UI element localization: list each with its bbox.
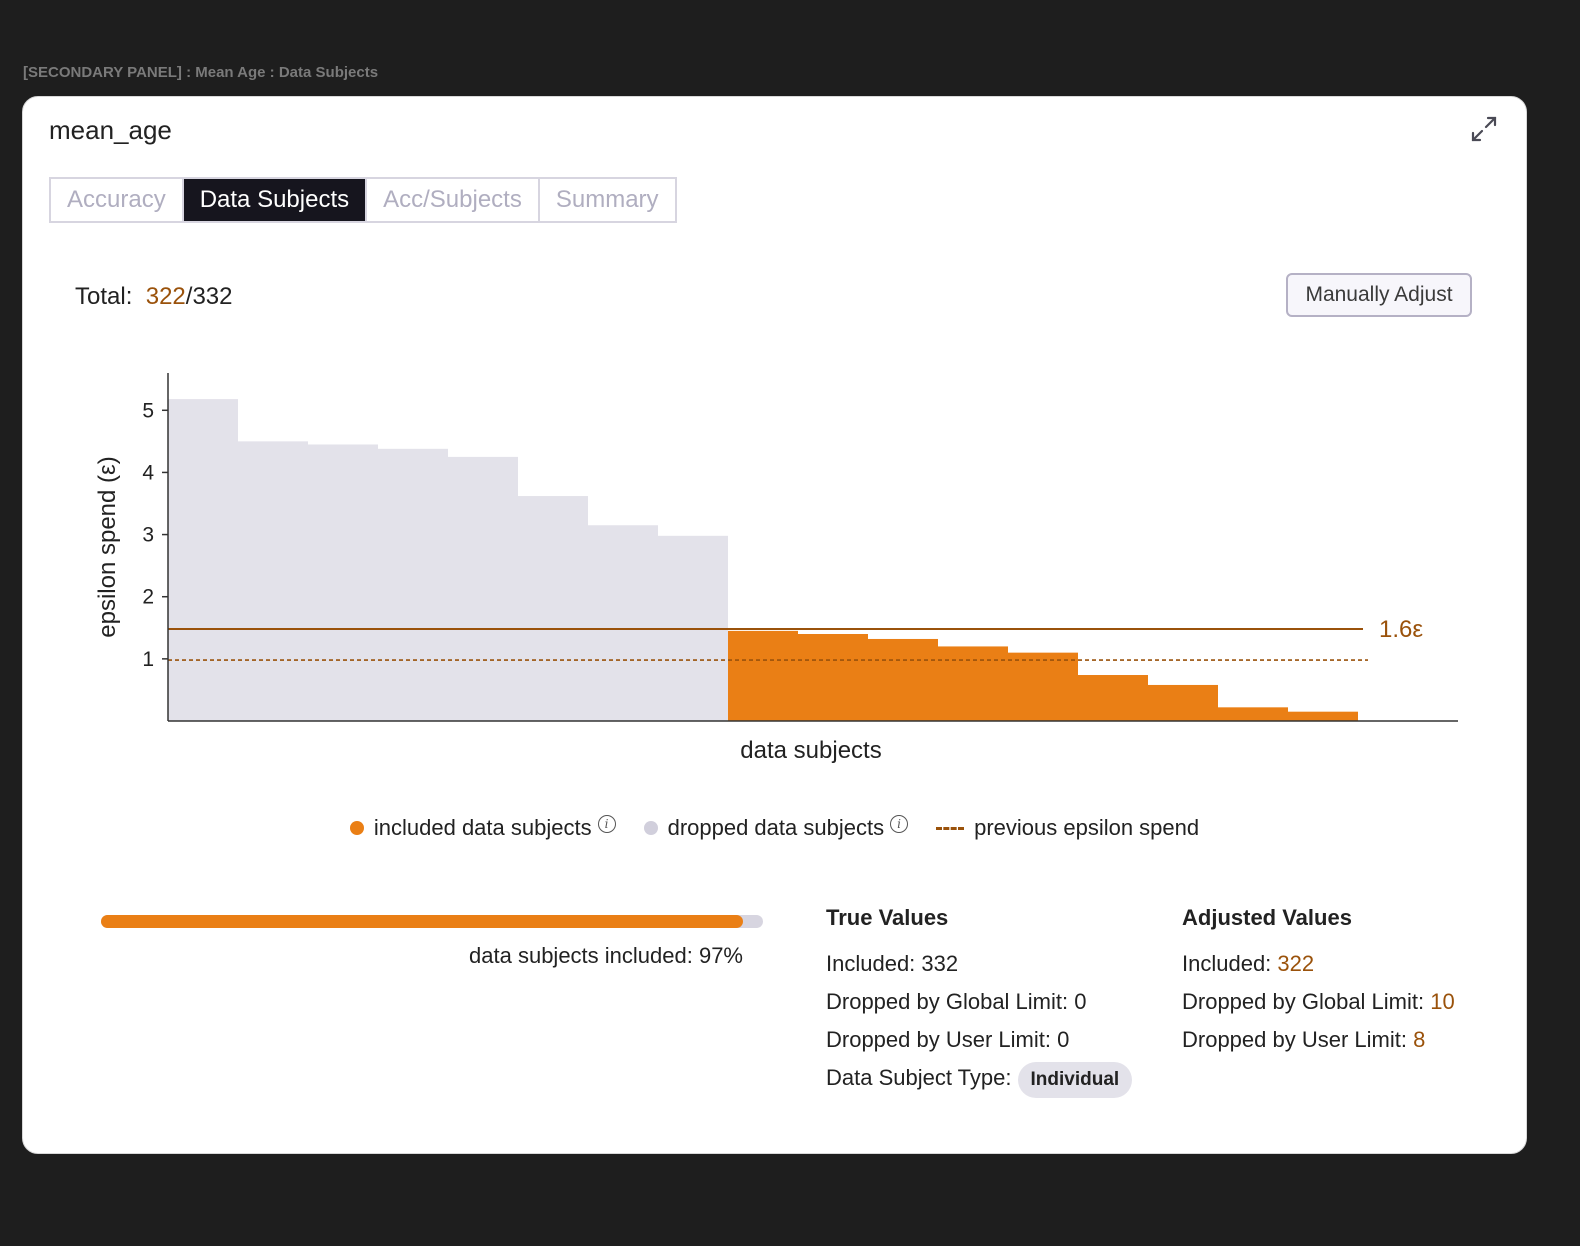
data-subject-type-row: Data Subject Type: Individual [826,1059,1133,1098]
adjusted-values-heading: Adjusted Values [1182,905,1352,930]
adj-included-row: Included: 322 [1182,951,1315,976]
inclusion-progress-bar [101,915,763,928]
dropped-bar [168,399,238,721]
true-values-heading: True Values [826,905,949,930]
tab-accuracy[interactable]: Accuracy [51,179,184,221]
y-tick-label: 4 [142,461,154,484]
dropped-bar [378,448,448,721]
adjusted-values-panel: Adjusted Values Included: 322 Dropped by… [1182,905,1455,1059]
legend-dropped: dropped data subjects i [643,815,909,841]
dropped-bar [238,441,308,721]
epsilon-chart: 1.6ε 1 2 3 4 5 epsilon spend (ε) data subjec… [94,373,1458,764]
y-ticks: 1 2 3 4 5 [142,399,168,671]
included-dot-icon [349,821,364,835]
limit-line-label: 1.6ε [1379,616,1423,643]
chart-legend: included data subjects i dropped data su… [23,815,1526,841]
tab-data-subjects[interactable]: Data Subjects [183,179,368,221]
true-user-value: 0 [1057,1027,1070,1052]
tab-bar: Accuracy Data Subjects Acc/Subjects Summ… [49,177,677,223]
info-icon[interactable]: i [597,815,616,833]
dropped-bars [168,399,728,721]
included-bar [1218,707,1288,721]
y-tick-label: 5 [142,399,154,422]
legend-previous: previous epsilon spend [936,815,1199,841]
total-included: 322 [145,283,186,310]
true-included-value: 332 [921,951,959,976]
legend-dropped-label: dropped data subjects [667,815,885,840]
dropped-bar [308,444,378,721]
progress-label: data subjects included: 97% [469,943,743,968]
included-bar [938,646,1008,721]
y-tick-label: 2 [142,586,154,609]
included-bars [728,630,1358,721]
manually-adjust-button[interactable]: Manually Adjust [1286,273,1472,317]
tab-acc-subjects[interactable]: Acc/Subjects [367,179,540,221]
tab-summary[interactable]: Summary [539,179,675,221]
y-axis-label: epsilon spend (ε) [94,456,121,637]
expand-arrows-icon[interactable] [1468,113,1500,145]
legend-included: included data subjects i [349,815,616,841]
panel-title: mean_age [49,115,172,145]
dropped-bar [518,496,588,721]
total-count: 332 [192,283,233,310]
progress-fill [101,915,744,928]
included-bar [868,638,938,721]
dashed-line-icon [936,826,965,830]
true-global-row: Dropped by Global Limit: 0 [826,989,1087,1014]
included-bar [1008,652,1078,721]
dropped-dot-icon [643,821,658,835]
included-bar [1148,684,1218,721]
dropped-bar [448,456,518,721]
breadcrumb: [SECONDARY PANEL] : Mean Age : Data Subj… [23,64,379,81]
true-global-value: 0 [1074,989,1087,1014]
x-axis-label: data subjects [740,737,881,764]
chart-axes [167,373,1458,722]
data-subject-type-badge: Individual [1017,1062,1133,1098]
true-user-row: Dropped by User Limit: 0 [826,1027,1070,1052]
total-label: Total: [75,283,133,310]
included-bar [798,634,868,721]
included-bar [1288,711,1358,721]
included-bar [728,630,798,721]
adj-global-row: Dropped by Global Limit: 10 [1182,989,1455,1014]
included-bar [1078,675,1148,721]
info-icon[interactable]: i [890,815,909,833]
total-separator: / [185,283,193,310]
true-included-row: Included: 332 [826,951,959,976]
adj-user-value: 8 [1413,1027,1426,1052]
true-values-panel: True Values Included: 332 Dropped by Glo… [826,905,1133,1098]
y-tick-label: 1 [142,648,154,671]
y-tick-label: 3 [142,524,154,547]
total-summary: Total: 322/332 [75,283,232,311]
adj-global-value: 10 [1430,989,1455,1014]
legend-included-label: included data subjects [373,815,592,840]
secondary-panel: mean_age Accuracy Data Subjects Acc/Subj… [22,96,1527,1154]
adj-user-row: Dropped by User Limit: 8 [1182,1027,1426,1052]
dropped-bar [588,525,658,721]
legend-previous-label: previous epsilon spend [974,815,1200,840]
adj-included-value: 322 [1277,951,1315,976]
